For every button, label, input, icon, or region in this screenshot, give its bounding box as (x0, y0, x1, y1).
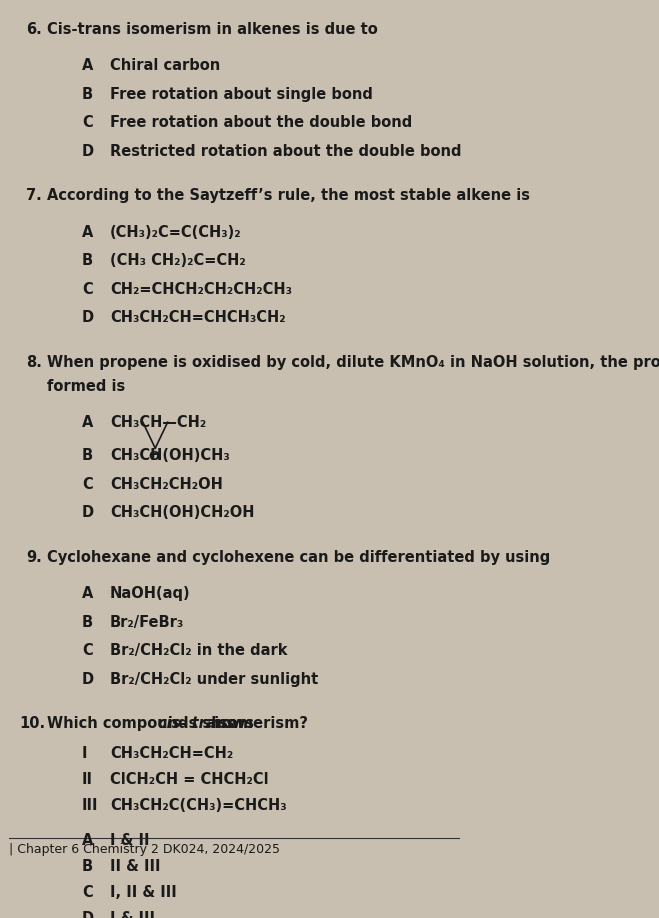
Text: ClCH₂CH = CHCH₂Cl: ClCH₂CH = CHCH₂Cl (110, 772, 269, 788)
Text: Free rotation about single bond: Free rotation about single bond (110, 86, 373, 102)
Text: A: A (82, 58, 94, 73)
Text: A: A (82, 834, 94, 848)
Text: II: II (82, 772, 93, 788)
Text: cis- trans: cis- trans (158, 716, 235, 731)
Text: | Chapter 6 Chemistry 2 DK024, 2024/2025: | Chapter 6 Chemistry 2 DK024, 2024/2025 (9, 843, 280, 856)
Text: CH₃CH₂CH=CHCH₃CH₂: CH₃CH₂CH=CHCH₃CH₂ (110, 310, 285, 325)
Text: B: B (82, 448, 93, 464)
Text: Free rotation about the double bond: Free rotation about the double bond (110, 116, 413, 130)
Text: D: D (82, 144, 94, 159)
Text: 10.: 10. (20, 716, 45, 731)
Text: Cyclohexane and cyclohexene can be differentiated by using: Cyclohexane and cyclohexene can be diffe… (47, 550, 550, 565)
Text: Cis-trans isomerism in alkenes is due to: Cis-trans isomerism in alkenes is due to (47, 22, 378, 37)
Text: isomerism?: isomerism? (209, 716, 308, 731)
Text: CH₃CH(OH)CH₂OH: CH₃CH(OH)CH₂OH (110, 506, 254, 521)
Text: D: D (82, 912, 94, 918)
Text: CH₃CH—CH₂: CH₃CH—CH₂ (110, 415, 206, 431)
Text: B: B (82, 615, 93, 630)
Text: II & III: II & III (110, 859, 161, 874)
Text: When propene is oxidised by cold, dilute KMnO₄ in NaOH solution, the product: When propene is oxidised by cold, dilute… (47, 354, 659, 370)
Text: I & II: I & II (110, 834, 150, 848)
Text: C: C (82, 885, 93, 901)
Text: CH₂=CHCH₂CH₂CH₂CH₃: CH₂=CHCH₂CH₂CH₂CH₃ (110, 282, 292, 297)
Text: I & III: I & III (110, 912, 155, 918)
Text: 6.: 6. (26, 22, 42, 37)
Text: I: I (82, 746, 88, 761)
Text: Restricted rotation about the double bond: Restricted rotation about the double bon… (110, 144, 461, 159)
Text: B: B (82, 86, 93, 102)
Text: III: III (82, 799, 98, 813)
Text: 7.: 7. (26, 188, 42, 203)
Text: CH₃CH(OH)CH₃: CH₃CH(OH)CH₃ (110, 448, 230, 464)
Text: D: D (82, 506, 94, 521)
Text: (CH₃ CH₂)₂C=CH₂: (CH₃ CH₂)₂C=CH₂ (110, 253, 246, 268)
Text: 9.: 9. (26, 550, 42, 565)
Text: C: C (82, 282, 93, 297)
Text: C: C (82, 116, 93, 130)
Text: CH₃CH₂C(CH₃)=CHCH₃: CH₃CH₂C(CH₃)=CHCH₃ (110, 799, 287, 813)
Text: Which compounds shows: Which compounds shows (47, 716, 259, 731)
Text: Chiral carbon: Chiral carbon (110, 58, 220, 73)
Text: (CH₃)₂C=C(CH₃)₂: (CH₃)₂C=C(CH₃)₂ (110, 225, 242, 240)
Text: NaOH(aq): NaOH(aq) (110, 586, 190, 601)
Text: I, II & III: I, II & III (110, 885, 177, 901)
Text: B: B (82, 859, 93, 874)
Text: D: D (82, 310, 94, 325)
Text: B: B (82, 253, 93, 268)
Text: A: A (82, 225, 94, 240)
Text: 8.: 8. (26, 354, 42, 370)
Text: Br₂/FeBr₃: Br₂/FeBr₃ (110, 615, 185, 630)
Text: C: C (82, 476, 93, 492)
Text: formed is: formed is (47, 379, 125, 394)
Text: According to the Saytzeff’s rule, the most stable alkene is: According to the Saytzeff’s rule, the mo… (47, 188, 530, 203)
Text: C: C (82, 644, 93, 658)
Text: D: D (82, 672, 94, 687)
Text: A: A (82, 415, 94, 431)
Text: Br₂/CH₂Cl₂ in the dark: Br₂/CH₂Cl₂ in the dark (110, 644, 287, 658)
Text: O: O (148, 450, 159, 463)
Text: A: A (82, 586, 94, 601)
Text: CH₃CH₂CH=CH₂: CH₃CH₂CH=CH₂ (110, 746, 233, 761)
Text: CH₃CH₂CH₂OH: CH₃CH₂CH₂OH (110, 476, 223, 492)
Text: Br₂/CH₂Cl₂ under sunlight: Br₂/CH₂Cl₂ under sunlight (110, 672, 318, 687)
